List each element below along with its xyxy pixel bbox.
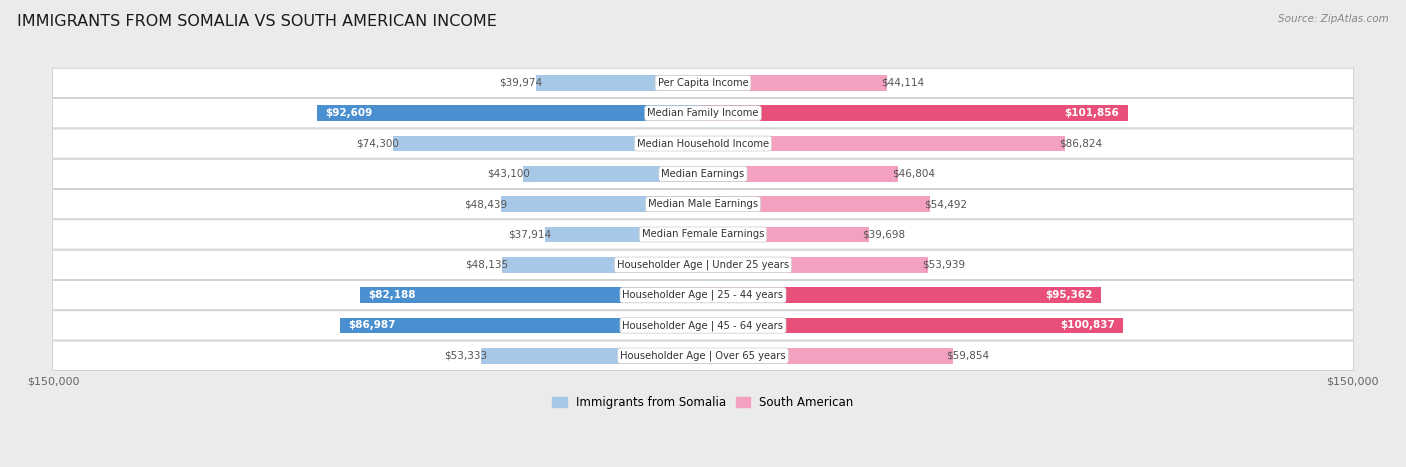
Text: Householder Age | Under 25 years: Householder Age | Under 25 years: [617, 260, 789, 270]
FancyBboxPatch shape: [52, 68, 1354, 98]
Bar: [394, 135, 703, 151]
Text: $92,609: $92,609: [325, 108, 373, 118]
Bar: [703, 257, 928, 273]
Text: $37,914: $37,914: [508, 229, 551, 240]
Bar: [360, 287, 703, 303]
Text: $101,856: $101,856: [1064, 108, 1119, 118]
Text: $53,939: $53,939: [922, 260, 965, 270]
Text: $54,492: $54,492: [924, 199, 967, 209]
FancyBboxPatch shape: [52, 250, 1354, 279]
Bar: [703, 106, 1128, 121]
Text: Median Household Income: Median Household Income: [637, 139, 769, 149]
Text: $39,698: $39,698: [862, 229, 905, 240]
FancyBboxPatch shape: [52, 99, 1354, 128]
Bar: [340, 318, 703, 333]
Bar: [703, 287, 1101, 303]
Bar: [703, 318, 1123, 333]
FancyBboxPatch shape: [52, 129, 1354, 158]
Text: $44,114: $44,114: [880, 78, 924, 88]
Text: Householder Age | 25 - 44 years: Householder Age | 25 - 44 years: [623, 290, 783, 300]
FancyBboxPatch shape: [52, 220, 1354, 249]
FancyBboxPatch shape: [52, 311, 1354, 340]
Bar: [523, 166, 703, 182]
Bar: [546, 226, 703, 242]
Text: $82,188: $82,188: [368, 290, 416, 300]
Text: $48,135: $48,135: [465, 260, 509, 270]
Text: $39,974: $39,974: [499, 78, 543, 88]
Bar: [703, 348, 953, 364]
Text: Median Family Income: Median Family Income: [647, 108, 759, 118]
Bar: [703, 196, 931, 212]
Text: $150,000: $150,000: [28, 376, 80, 386]
Text: $43,100: $43,100: [486, 169, 530, 179]
FancyBboxPatch shape: [52, 281, 1354, 310]
Text: $46,804: $46,804: [891, 169, 935, 179]
Bar: [703, 75, 887, 91]
Bar: [502, 257, 703, 273]
FancyBboxPatch shape: [52, 190, 1354, 219]
Text: $59,854: $59,854: [946, 351, 990, 361]
FancyBboxPatch shape: [52, 341, 1354, 370]
FancyBboxPatch shape: [52, 159, 1354, 189]
Text: Median Male Earnings: Median Male Earnings: [648, 199, 758, 209]
Bar: [316, 106, 703, 121]
Text: Householder Age | 45 - 64 years: Householder Age | 45 - 64 years: [623, 320, 783, 331]
Bar: [703, 135, 1064, 151]
Text: Householder Age | Over 65 years: Householder Age | Over 65 years: [620, 350, 786, 361]
Text: Median Earnings: Median Earnings: [661, 169, 745, 179]
Bar: [703, 166, 898, 182]
Text: $74,300: $74,300: [357, 139, 399, 149]
Text: Source: ZipAtlas.com: Source: ZipAtlas.com: [1278, 14, 1389, 24]
Text: $53,333: $53,333: [444, 351, 486, 361]
Text: $86,824: $86,824: [1059, 139, 1102, 149]
Text: $48,439: $48,439: [464, 199, 508, 209]
Text: $150,000: $150,000: [1326, 376, 1378, 386]
Text: $100,837: $100,837: [1060, 320, 1115, 331]
Bar: [501, 196, 703, 212]
Bar: [703, 226, 869, 242]
Text: IMMIGRANTS FROM SOMALIA VS SOUTH AMERICAN INCOME: IMMIGRANTS FROM SOMALIA VS SOUTH AMERICA…: [17, 14, 496, 29]
Text: $95,362: $95,362: [1045, 290, 1092, 300]
Text: Per Capita Income: Per Capita Income: [658, 78, 748, 88]
Text: $86,987: $86,987: [349, 320, 396, 331]
Legend: Immigrants from Somalia, South American: Immigrants from Somalia, South American: [548, 391, 858, 414]
Bar: [536, 75, 703, 91]
Bar: [481, 348, 703, 364]
Text: Median Female Earnings: Median Female Earnings: [641, 229, 765, 240]
